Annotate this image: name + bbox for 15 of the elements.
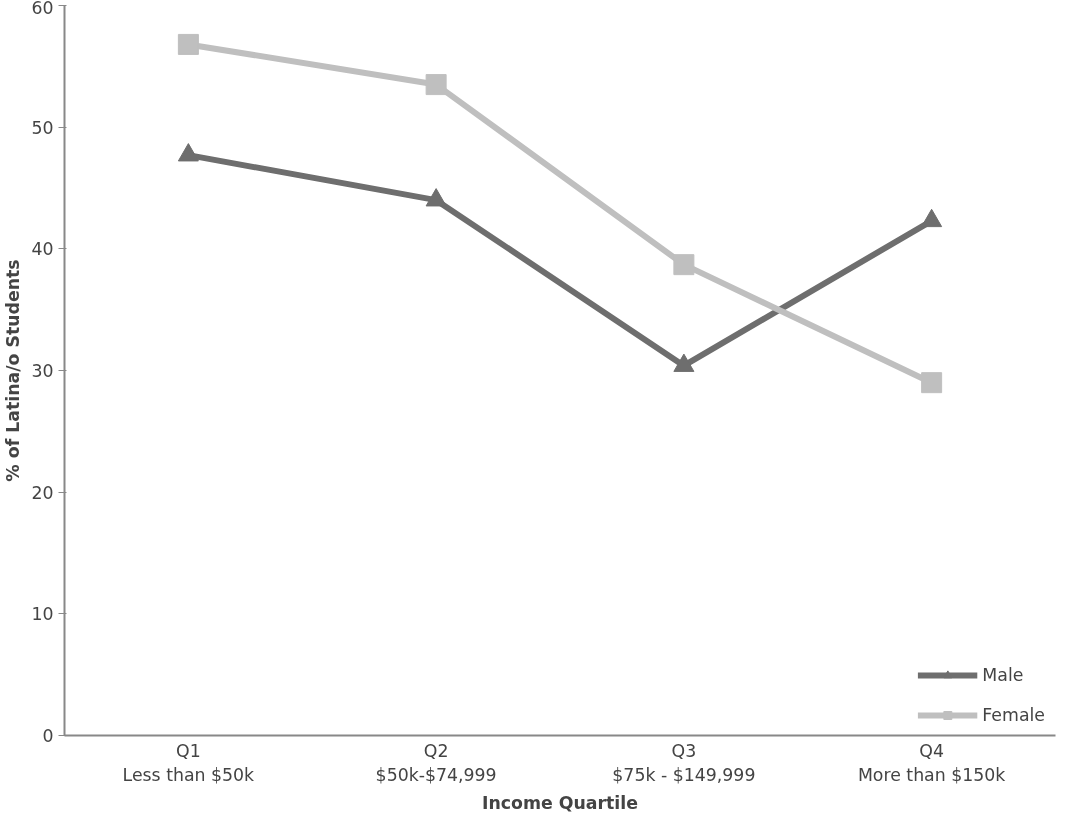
y-tick-label: 0 (42, 726, 54, 746)
y-tick-label: 60 (31, 0, 54, 18)
x-tick-label: Q1 Less than $50k (122, 740, 255, 785)
legend-label: Female (982, 705, 1045, 725)
y-tick-label: 40 (31, 239, 54, 260)
x-tick-label: Q3 $75k - $149,999 (612, 740, 756, 785)
x-tick-label: Q4 More than $150k (857, 740, 1006, 785)
y-tick-label: 30 (31, 361, 54, 381)
legend-label: Male (982, 665, 1024, 685)
y-tick-label: 20 (31, 482, 54, 503)
y-tick-label: 10 (31, 604, 54, 625)
x-tick-label: Q2 $50k-$74,999 (375, 740, 497, 785)
x-axis-title: Income Quartile (481, 792, 639, 813)
y-tick-label: 50 (31, 117, 54, 138)
y-axis-title: % of Latina/o Students (3, 259, 24, 482)
